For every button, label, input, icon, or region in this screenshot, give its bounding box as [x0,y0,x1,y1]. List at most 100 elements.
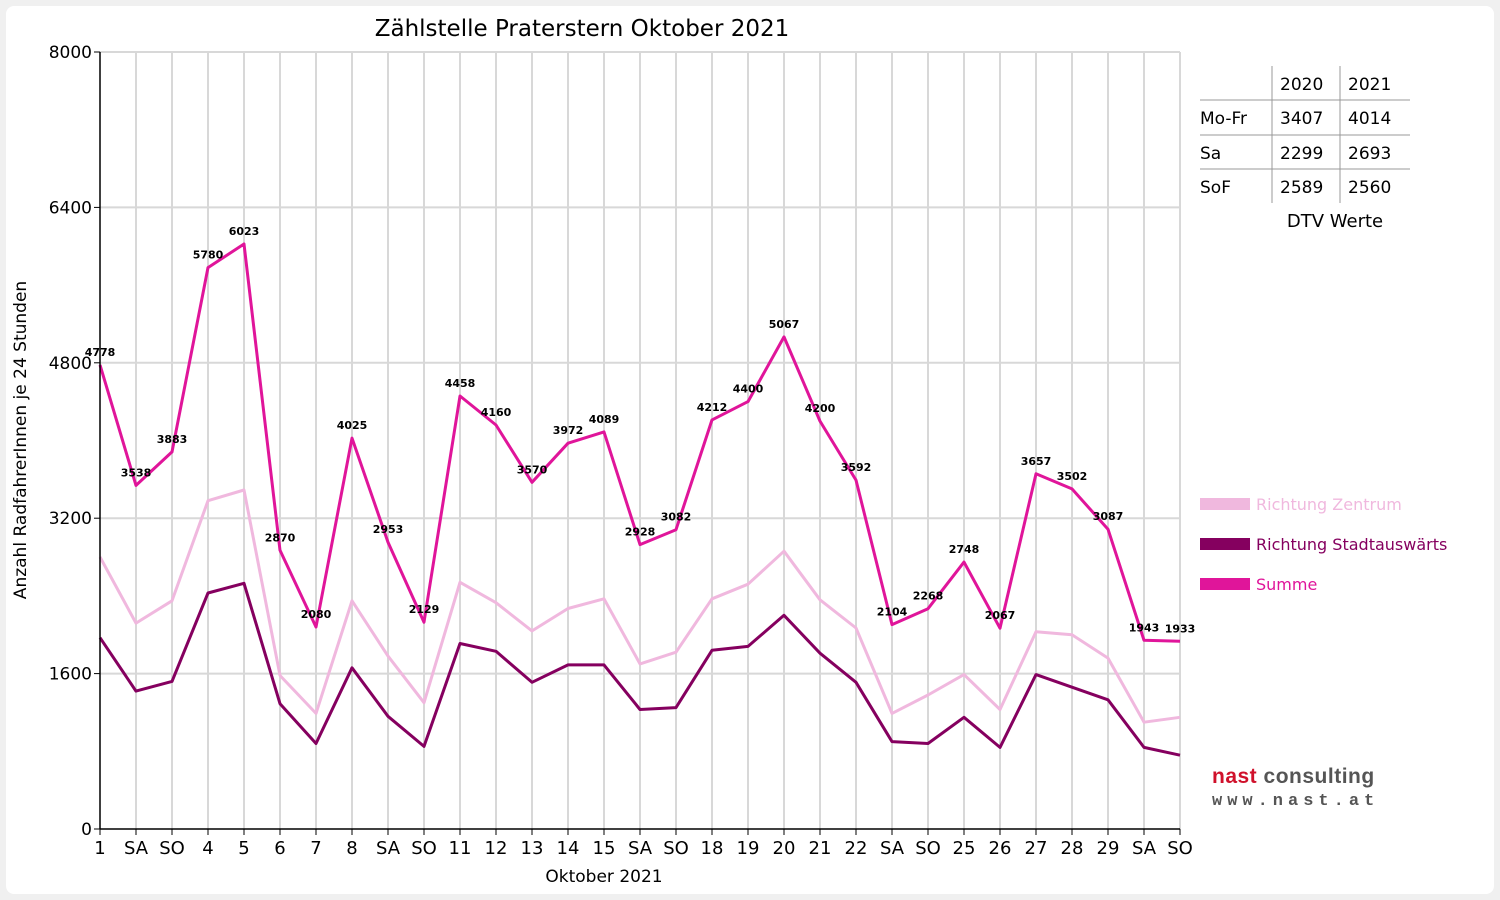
x-tick-label: 25 [953,838,976,859]
data-labels: 4778 3538 3883 5780 6023 2870 2080 4025 2953 2129… [85,225,1196,635]
data-label: 5067 [769,318,800,331]
series-line-richtung-stadtausw-rts [98,581,1181,757]
data-label: 2953 [373,523,404,536]
x-axis-label: Oktober 2021 [545,867,662,887]
x-tick-label: SO [663,838,689,859]
series-line-summe [98,242,1181,643]
x-tick-label: 4 [202,838,213,859]
x-tick-label: 26 [989,838,1012,859]
data-label: 3883 [157,433,188,446]
data-label: 2748 [949,543,980,556]
data-label: 4212 [697,401,728,414]
data-label: 2080 [301,608,332,621]
x-tick-label: SA [628,838,653,859]
data-label: 3570 [517,463,548,476]
x-tick-label: 29 [1097,838,1120,859]
data-label: 2870 [265,531,296,544]
x-tick-label: 19 [737,838,760,859]
series-lines [98,242,1181,757]
legend-label: Summe [1256,575,1317,594]
x-tick-label: 6 [274,838,285,859]
x-tick-label: SO [1167,838,1193,859]
x-tick-labels: 1 SA SO 4 5 6 7 8 SA SO 11 12 13 14 15 SA SO 18 19 20 21 22 SA… [94,838,1193,859]
data-label: 2928 [625,526,656,539]
x-tick-label: 21 [809,838,832,859]
data-label: 3538 [121,466,152,479]
x-tick-label: 5 [238,838,249,859]
x-tick-label: 7 [310,838,321,859]
line-chart: Zählstelle Praterstern Oktober 2021 0160… [11,16,1447,887]
x-tick-label: 13 [521,838,544,859]
x-tick-label: 18 [701,838,724,859]
x-tick-label: 14 [557,838,580,859]
legend-swatch [1200,578,1250,590]
data-label: 4400 [733,383,764,396]
data-label: 2067 [985,609,1016,622]
data-label: 4200 [805,402,836,415]
dtv-cell: 2693 [1348,144,1391,164]
y-tick-label: 8000 [49,43,92,63]
dtv-table-header: 2021 [1348,75,1391,95]
x-tick-label: SA [376,838,401,859]
dtv-table: 2020 2021 Mo-Fr 3407 4014 Sa 2299 2693 SoF 2589 25… [1200,66,1410,232]
data-label: 3657 [1021,455,1052,468]
x-tick-label: 11 [449,838,472,859]
logo-brand: nast consulting [1212,765,1375,789]
x-tick-label: SA [1132,838,1157,859]
dtv-cell: 2299 [1280,144,1323,164]
y-tick-label: 4800 [49,354,92,374]
data-label: 6023 [229,225,260,238]
data-label: 2268 [913,590,944,603]
dtv-cell: 2589 [1280,178,1323,198]
y-tick-labels: 0 1600 3200 4800 6400 8000 [49,43,92,840]
data-label: 2129 [409,603,440,616]
data-label: 4089 [589,413,620,426]
data-label: 3082 [661,511,692,524]
x-tick-label: 15 [593,838,616,859]
logo-brand-part2: consulting [1263,765,1375,788]
dtv-table-caption: DTV Werte [1287,211,1383,232]
data-label: 2104 [877,606,908,619]
dtv-row-label: Sa [1200,144,1221,164]
legend-swatch [1200,538,1250,550]
grid-lines [100,51,1181,829]
y-axis-label: Anzahl RadfahrerInnen je 24 Stunden [11,281,31,599]
data-label: 5780 [193,249,224,262]
dtv-row-label: Mo-Fr [1200,109,1247,129]
x-tick-label: 1 [94,838,105,859]
x-tick-label: SO [915,838,941,859]
x-tick-label: SA [880,838,905,859]
data-label: 4778 [85,346,116,359]
x-tick-label: 22 [845,838,868,859]
chart-frame: Zählstelle Praterstern Oktober 2021 0 160… [6,6,1494,894]
x-tick-label: 12 [485,838,508,859]
dtv-cell: 4014 [1348,109,1391,129]
x-tick-label: 20 [773,838,796,859]
data-label: 3592 [841,461,872,474]
legend-label: Richtung Zentrum [1256,495,1402,514]
data-label: 1943 [1129,621,1160,634]
x-tick-label: 27 [1025,838,1048,859]
data-label: 3972 [553,424,584,437]
data-label: 3502 [1057,470,1088,483]
dtv-row-label: SoF [1200,178,1231,198]
y-tick-label: 6400 [49,198,92,218]
nast-consulting-logo: nast consulting www.nast.at [1200,750,1443,825]
data-label: 1933 [1165,622,1196,635]
axes [94,51,1181,835]
legend-label: Richtung Stadtauswärts [1256,535,1447,554]
dtv-cell: 2560 [1348,178,1391,198]
data-label: 4160 [481,406,512,419]
x-tick-label: 28 [1061,838,1084,859]
y-tick-label: 1600 [49,665,92,685]
data-label: 4458 [445,377,476,390]
legend-swatch [1200,498,1250,510]
series-line-richtung-zentrum [98,488,1181,724]
y-tick-label: 3200 [49,509,92,529]
logo-brand-part1: nast [1212,765,1258,788]
x-tick-label: SO [411,838,437,859]
x-tick-label: 8 [346,838,357,859]
chart-title: Zählstelle Praterstern Oktober 2021 [375,16,790,42]
dtv-cell: 3407 [1280,109,1323,129]
x-tick-label: SA [124,838,149,859]
